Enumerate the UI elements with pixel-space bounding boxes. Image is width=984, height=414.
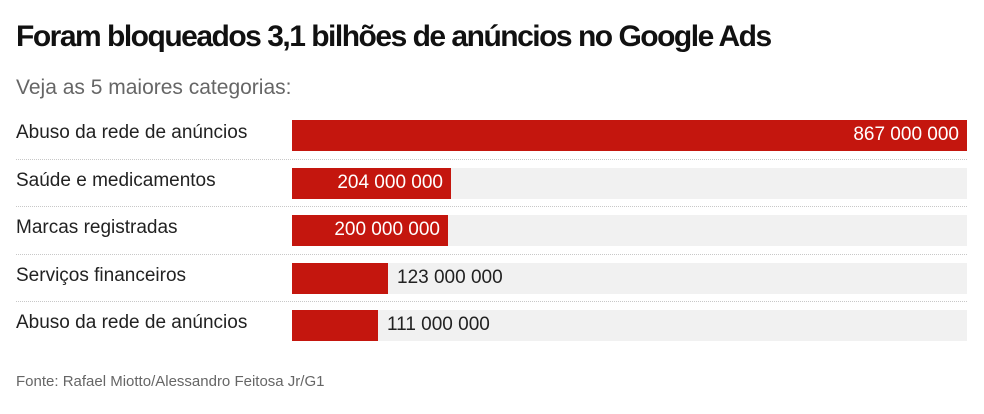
chart-title: Foram bloqueados 3,1 bilhões de anúncios… [16,20,772,53]
bar-row: Abuso da rede de anúncios 867 000 000 [0,112,984,160]
category-label: Abuso da rede de anúncios [16,312,248,333]
value-label: 867 000 000 [853,124,959,145]
row-separator [16,301,967,302]
row-separator [16,253,967,255]
category-label: Marcas registradas [16,217,178,238]
bar [292,167,451,199]
bar-row: Saúde e medicamentos 204 000 000 [0,160,984,207]
bar-row: Serviços financeiros 123 000 000 [0,255,984,302]
category-label: Abuso da rede de anúncios [16,122,248,143]
row-separator [16,206,967,207]
bar [292,215,448,246]
value-label: 200 000 000 [334,219,440,240]
bar-track: 200 000 000 [292,215,967,246]
value-label: 111 000 000 [387,314,490,335]
bar-track: 111 000 000 [292,310,967,341]
bar [292,120,967,151]
category-label: Serviços financeiros [16,264,187,286]
bar-row: Marcas registradas 200 000 000 [0,207,984,255]
category-label: Saúde e medicamentos [16,169,216,191]
bar-chart: Abuso da rede de anúncios 867 000 000 Saúd… [0,112,984,350]
row-separator [16,158,967,160]
bar-row: Abuso da rede de anúncios 111 000 000 [0,302,984,350]
chart-subtitle: Veja as 5 maiores categorias: [16,76,292,99]
value-label: 123 000 000 [397,266,503,288]
bar [292,310,378,341]
bar-track: 867 000 000 [292,120,967,151]
value-label: 204 000 000 [337,171,443,193]
source-credit: Fonte: Rafael Miotto/Alessandro Feitosa … [16,373,325,390]
bar [292,262,388,294]
bar-track: 204 000 000 [292,167,967,199]
bar-track: 123 000 000 [292,262,967,294]
